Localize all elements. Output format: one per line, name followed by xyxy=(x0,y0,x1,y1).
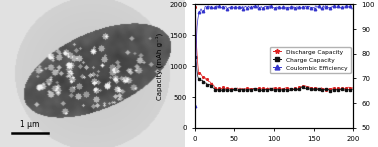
Discharge Capacity xyxy=(200,75,204,77)
Line: Coulombic Efficiency: Coulombic Efficiency xyxy=(194,4,355,107)
Coulombic Efficiency xyxy=(344,5,349,7)
Y-axis label: Capacity (mAh g⁻¹): Capacity (mAh g⁻¹) xyxy=(156,32,163,100)
Line: Discharge Capacity: Discharge Capacity xyxy=(194,6,355,91)
Discharge Capacity xyxy=(344,87,349,89)
Coulombic Efficiency xyxy=(338,6,343,8)
Coulombic Efficiency xyxy=(235,7,240,8)
Coulombic Efficiency xyxy=(203,6,207,8)
Discharge Capacity xyxy=(241,89,245,91)
Coulombic Efficiency xyxy=(193,105,198,107)
Charge Capacity xyxy=(338,89,343,91)
Line: Charge Capacity: Charge Capacity xyxy=(194,56,355,93)
Discharge Capacity xyxy=(193,7,198,8)
Charge Capacity xyxy=(344,89,349,91)
Discharge Capacity xyxy=(223,88,227,90)
Charge Capacity xyxy=(203,82,207,84)
Coulombic Efficiency xyxy=(351,7,356,9)
Charge Capacity xyxy=(193,56,198,58)
Coulombic Efficiency xyxy=(256,4,260,6)
Discharge Capacity xyxy=(203,77,207,78)
Charge Capacity xyxy=(200,80,204,81)
Charge Capacity xyxy=(223,89,228,91)
Discharge Capacity xyxy=(235,87,240,89)
Legend: Discharge Capacity, Charge Capacity, Coulombic Efficiency: Discharge Capacity, Charge Capacity, Cou… xyxy=(270,46,350,74)
Text: 1 μm: 1 μm xyxy=(20,120,40,129)
Coulombic Efficiency xyxy=(223,6,227,8)
Discharge Capacity xyxy=(351,87,356,89)
Charge Capacity xyxy=(236,89,240,91)
Charge Capacity xyxy=(351,88,356,90)
Coulombic Efficiency xyxy=(200,10,204,11)
Charge Capacity xyxy=(220,91,225,93)
Discharge Capacity xyxy=(338,88,343,90)
